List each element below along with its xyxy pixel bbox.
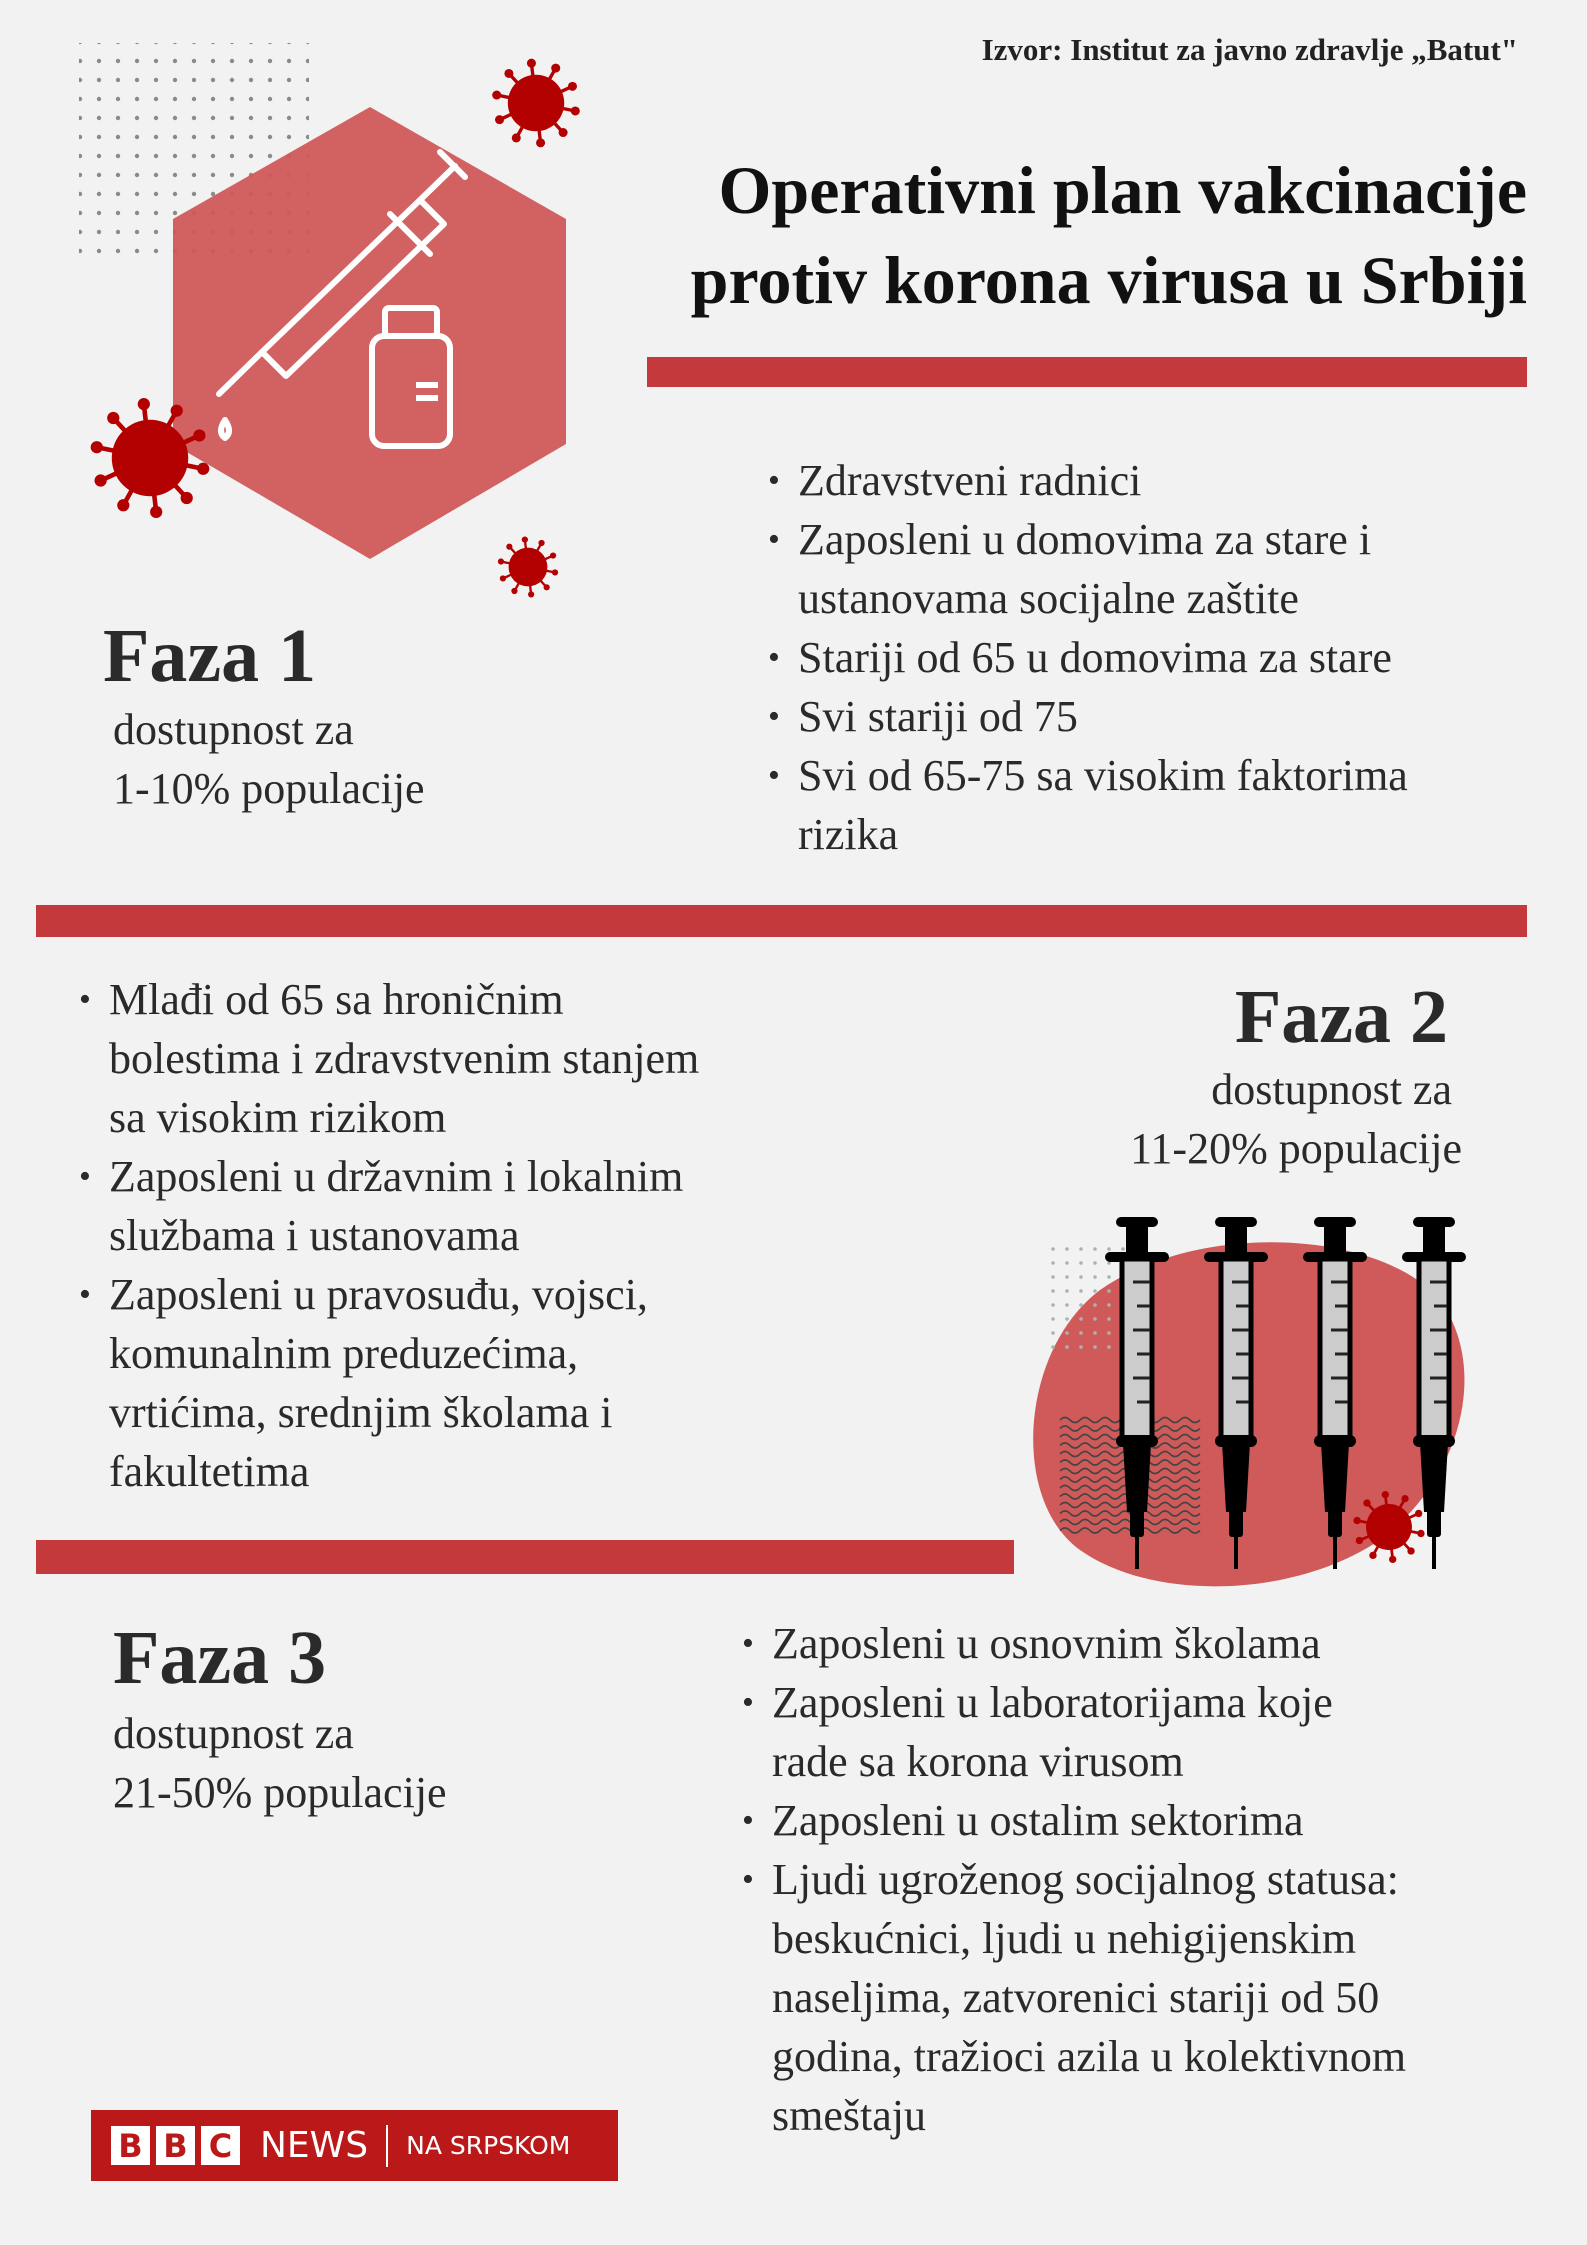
hexagon bbox=[173, 107, 566, 559]
list-item: Svi stariji od 75 bbox=[768, 687, 1408, 746]
list-item: Zaposleni u pravosuđu, vojsci, komunalni… bbox=[79, 1265, 699, 1501]
title-line: Operativni plan vakcinacije bbox=[718, 152, 1527, 228]
list-item: Ljudi ugroženog socijalnog statusa: besk… bbox=[742, 1850, 1406, 2145]
divider-bar bbox=[647, 357, 1527, 387]
phase-1-availability: dostupnost za 1-10% populacije bbox=[113, 700, 425, 818]
availability-line: 11-20% populacije bbox=[1130, 1124, 1462, 1173]
phase-2-title: Faza 2 bbox=[1234, 975, 1448, 1059]
page-title: Operativni plan vakcinacije protiv koron… bbox=[691, 145, 1527, 325]
logo-letter: B bbox=[111, 2126, 150, 2165]
logo-letter: B bbox=[156, 2126, 195, 2165]
bbc-news-logo: B B C NEWS NA SRPSKOM bbox=[91, 2110, 618, 2181]
title-line: protiv korona virusa u Srbiji bbox=[690, 242, 1527, 318]
virus-icon bbox=[492, 59, 580, 148]
phase-2-groups: Mlađi od 65 sa hroničnim bolestima i zdr… bbox=[79, 970, 699, 1501]
phase-1-groups: Zdravstveni radnici Zaposleni u domovima… bbox=[768, 451, 1408, 864]
list-item: Zdravstveni radnici bbox=[768, 451, 1408, 510]
logo-news: NEWS bbox=[260, 2125, 369, 2166]
list-item: Zaposleni u osnovnim školama bbox=[742, 1614, 1406, 1673]
logo-language: NA SRPSKOM bbox=[406, 2131, 571, 2160]
availability-line: dostupnost za bbox=[113, 1709, 354, 1758]
phase-3-groups: Zaposleni u osnovnim školama Zaposleni u… bbox=[742, 1614, 1406, 2145]
list-item: Zaposleni u laboratorijama koje rade sa … bbox=[742, 1673, 1406, 1791]
divider-bar bbox=[36, 905, 1527, 937]
divider-bar bbox=[36, 1540, 1014, 1574]
list-item: Mlađi od 65 sa hroničnim bolestima i zdr… bbox=[79, 970, 699, 1147]
phase-3-title: Faza 3 bbox=[113, 1616, 327, 1700]
logo-letter: C bbox=[201, 2126, 240, 2165]
phase-3-availability: dostupnost za 21-50% populacije bbox=[113, 1704, 447, 1822]
logo-separator bbox=[386, 2124, 389, 2167]
list-item: Stariji od 65 u domovima za stare bbox=[768, 628, 1408, 687]
syringes-illustration bbox=[1033, 1217, 1466, 1587]
availability-line: 21-50% populacije bbox=[113, 1768, 447, 1817]
list-item: Zaposleni u domovima za stare i ustanova… bbox=[768, 510, 1408, 628]
list-item: Zaposleni u državnim i lokalnim službama… bbox=[79, 1147, 699, 1265]
availability-line: 1-10% populacije bbox=[113, 764, 425, 813]
list-item: Svi od 65-75 sa visokim faktorima rizika bbox=[768, 746, 1408, 864]
availability-line: dostupnost za bbox=[113, 705, 354, 754]
phase-1-title: Faza 1 bbox=[103, 614, 317, 698]
syringe-icon bbox=[216, 149, 468, 441]
availability-line: dostupnost za bbox=[1211, 1065, 1452, 1114]
vial-icon bbox=[369, 305, 453, 449]
list-item: Zaposleni u ostalim sektorima bbox=[742, 1791, 1406, 1850]
source-note: Izvor: Institut za javno zdravlje „Batut… bbox=[981, 32, 1518, 67]
virus-icon bbox=[498, 537, 558, 598]
